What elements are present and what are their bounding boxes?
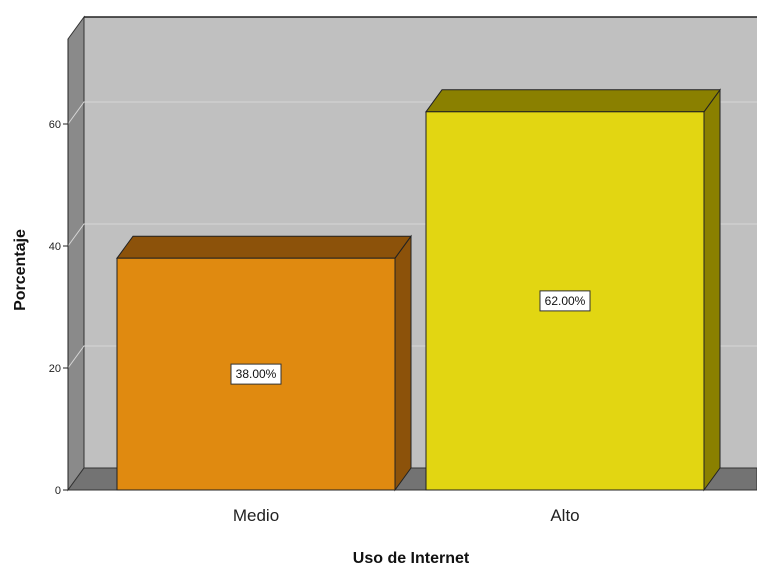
bar-medio: 38.00% bbox=[116, 234, 412, 492]
y-tick-label-3: 60 bbox=[49, 119, 61, 131]
data-label-text: 62.00% bbox=[545, 294, 586, 308]
y-axis-title: Porcentaje bbox=[12, 229, 29, 311]
y-axis: 0 20 40 60 bbox=[49, 39, 69, 497]
x-axis-title: Uso de Internet bbox=[353, 550, 470, 567]
bar-top-face bbox=[425, 89, 721, 113]
y-tick-label-1: 20 bbox=[49, 363, 61, 375]
x-axis: Medio Alto bbox=[233, 506, 580, 525]
y-tick-label-0: 0 bbox=[55, 485, 61, 497]
bar-side-face bbox=[703, 88, 721, 492]
data-label: 38.00% bbox=[230, 363, 282, 385]
side-wall bbox=[67, 15, 85, 492]
bars: 38.00% 62.00% bbox=[116, 88, 721, 492]
data-label-box bbox=[539, 290, 591, 312]
bar-top-face bbox=[116, 235, 412, 259]
y-tick-label-2: 40 bbox=[49, 241, 61, 253]
data-label-box bbox=[230, 363, 282, 385]
data-label-text: 38.00% bbox=[236, 367, 277, 381]
bar-side-face bbox=[394, 234, 412, 492]
x-tick-label-0: Medio bbox=[233, 506, 279, 525]
data-label: 62.00% bbox=[539, 290, 591, 312]
bar-alto: 62.00% bbox=[425, 88, 721, 492]
x-tick-label-1: Alto bbox=[550, 506, 579, 525]
